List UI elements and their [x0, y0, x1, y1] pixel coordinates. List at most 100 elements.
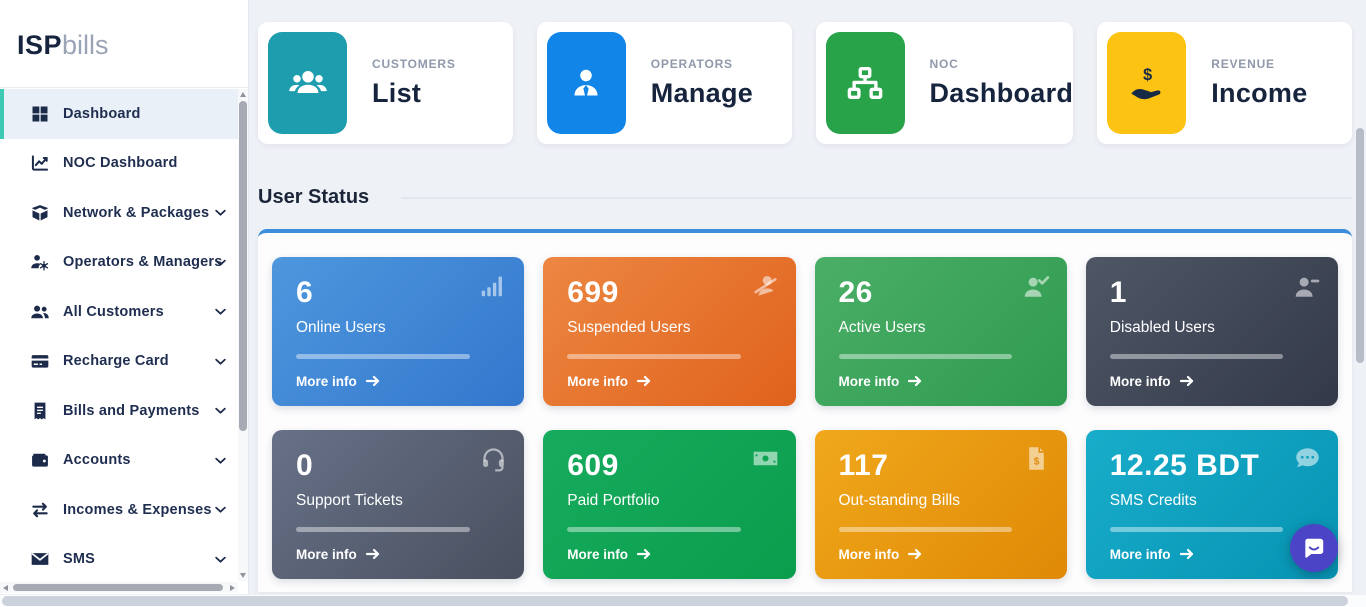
exchange-arrows-icon: [30, 500, 50, 520]
grid-icon: [30, 104, 50, 124]
quick-card-category: CUSTOMERS: [372, 57, 456, 71]
signal-bars-icon: [480, 272, 507, 299]
user-slash-icon: [752, 272, 779, 299]
more-info-link[interactable]: More info: [839, 546, 924, 562]
quick-card-text: NOC Dashboard: [930, 57, 1074, 109]
chevron-down-icon: [213, 354, 228, 369]
user-minus-icon: [1294, 272, 1321, 299]
scroll-left-arrow[interactable]: [3, 585, 8, 591]
more-info-link[interactable]: More info: [1110, 546, 1195, 562]
stat-progress-bar: [567, 527, 741, 532]
scroll-up-arrow[interactable]: [240, 92, 246, 97]
arrow-right-icon: [365, 373, 381, 389]
stat-progress-bar: [1109, 354, 1284, 359]
more-info-link[interactable]: More info: [296, 546, 381, 562]
scroll-down-arrow[interactable]: [240, 573, 246, 578]
stat-label: Out-standing Bills: [838, 492, 960, 509]
arrow-right-icon: [636, 373, 652, 389]
more-info-label: More info: [296, 373, 357, 389]
scrollbar-thumb[interactable]: [2, 596, 1348, 606]
page-horizontal-scrollbar[interactable]: [0, 594, 1366, 607]
more-info-link[interactable]: More info: [296, 373, 381, 389]
sidebar-item-sms[interactable]: SMS: [0, 535, 238, 585]
sidebar-item-all-customers[interactable]: All Customers: [0, 287, 238, 337]
sidebar-item-bills-payments[interactable]: Bills and Payments: [0, 386, 238, 436]
more-info-label: More info: [567, 373, 628, 389]
sidebar-item-dashboard[interactable]: Dashboard: [0, 89, 238, 139]
sidebar-item-label: NOC Dashboard: [63, 155, 178, 172]
sidebar-horizontal-scrollbar[interactable]: [0, 582, 238, 593]
arrow-right-icon: [1179, 373, 1195, 389]
more-info-link[interactable]: More info: [1110, 373, 1195, 389]
arrow-right-icon: [907, 546, 923, 562]
more-info-label: More info: [1109, 373, 1171, 389]
quick-card-customers-list[interactable]: CUSTOMERS List: [258, 22, 513, 144]
brand-light: bills: [62, 30, 109, 60]
chevron-down-icon: [213, 502, 228, 517]
stat-value: 26: [838, 276, 873, 309]
stat-grid: 6 Online Users More info 699 Suspended U…: [272, 257, 1338, 579]
hand-holding-dollar-icon: $: [1107, 32, 1187, 134]
quick-card-category: NOC: [929, 57, 959, 71]
chevron-down-icon: [213, 255, 228, 270]
wallet-icon: [30, 450, 50, 470]
users-icon: [30, 302, 50, 322]
arrow-right-icon: [907, 373, 923, 389]
chevron-down-icon: [213, 403, 228, 418]
stat-label: Suspended Users: [567, 319, 691, 336]
user-tie-icon: [546, 32, 626, 134]
more-info-label: More info: [838, 373, 900, 389]
quick-card-noc-dashboard[interactable]: NOC Dashboard: [815, 22, 1074, 144]
users-gear-icon: [30, 252, 50, 272]
svg-text:$: $: [1143, 66, 1152, 84]
sidebar-item-label: Network & Packages: [63, 204, 210, 221]
arrow-right-icon: [365, 546, 381, 562]
chevron-down-icon: [213, 205, 228, 220]
stat-card-online-users: 6 Online Users More info: [272, 257, 525, 406]
section-title: User Status: [258, 186, 370, 208]
arrow-right-icon: [636, 546, 652, 562]
sidebar-item-label: Dashboard: [63, 105, 141, 122]
sidebar-item-label: Bills and Payments: [63, 402, 200, 419]
more-info-label: More info: [296, 546, 357, 562]
sidebar-item-accounts[interactable]: Accounts: [0, 436, 238, 486]
chat-launcher-button[interactable]: [1290, 524, 1338, 572]
sidebar-item-label: Recharge Card: [63, 353, 169, 370]
sidebar-item-operators-managers[interactable]: Operators & Managers: [0, 238, 238, 288]
user-status-section-header: User Status: [258, 186, 1352, 209]
quick-card-category: OPERATORS: [650, 57, 733, 71]
more-info-link[interactable]: More info: [839, 373, 924, 389]
stat-value: 0: [296, 449, 314, 482]
scrollbar-thumb[interactable]: [13, 584, 223, 591]
main-content: CUSTOMERS List OPERATORS Manage NOC Dash…: [250, 0, 1366, 594]
stat-card-disabled-users: 1 Disabled Users More info: [1085, 257, 1338, 406]
sidebar-item-network-packages[interactable]: Network & Packages: [0, 188, 238, 238]
quick-card-revenue-income[interactable]: $ REVENUE Income: [1097, 22, 1352, 144]
stat-label: Support Tickets: [296, 492, 403, 509]
more-info-link[interactable]: More info: [567, 373, 652, 389]
stat-card-paid-portfolio: 609 Paid Portfolio More info: [543, 430, 796, 579]
quick-card-category: REVENUE: [1211, 57, 1275, 71]
network-sitemap-icon: [825, 32, 905, 134]
scrollbar-thumb[interactable]: [239, 101, 247, 431]
comment-dots-icon: [1294, 445, 1321, 472]
stat-value: 609: [567, 449, 619, 482]
stat-value: 117: [838, 449, 889, 482]
user-check-icon: [1023, 272, 1050, 299]
sidebar-item-label: Accounts: [63, 452, 131, 469]
quick-links-row: CUSTOMERS List OPERATORS Manage NOC Dash…: [258, 22, 1352, 144]
envelope-icon: [30, 549, 50, 569]
chevron-down-icon: [213, 552, 228, 567]
stat-progress-bar: [296, 527, 470, 532]
scroll-right-arrow[interactable]: [230, 585, 235, 591]
sidebar-vertical-scrollbar[interactable]: [238, 89, 248, 581]
main-vertical-scrollbar-thumb[interactable]: [1356, 128, 1364, 363]
stat-progress-bar: [296, 354, 470, 359]
quick-card-title: Manage: [650, 78, 754, 108]
sidebar-item-recharge-card[interactable]: Recharge Card: [0, 337, 238, 387]
more-info-link[interactable]: More info: [567, 546, 652, 562]
sidebar-item-noc-dashboard[interactable]: NOC Dashboard: [0, 139, 238, 189]
receipt-icon: [30, 401, 50, 421]
quick-card-operators-manage[interactable]: OPERATORS Manage: [536, 22, 792, 144]
sidebar-item-incomes-expenses[interactable]: Incomes & Expenses: [0, 485, 238, 535]
